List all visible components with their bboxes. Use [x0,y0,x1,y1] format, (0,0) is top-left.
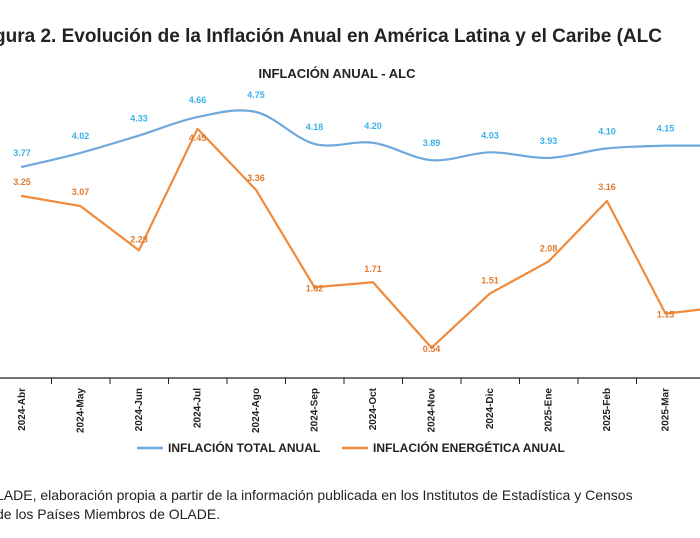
data-label-total: 4.33 [130,114,148,124]
series-line-total [20,109,700,168]
data-label-energy: 2.28 [130,234,148,244]
legend-label-total: INFLACIÓN TOTAL ANUAL [168,440,320,455]
x-tick-label: 2024-Oct [368,387,379,430]
legend: INFLACIÓN TOTAL ANUAL INFLACIÓN ENERGÉTIC… [137,440,565,455]
data-label-energy: 1.51 [481,275,499,285]
data-label-total: 3.77 [13,148,31,158]
x-tick-label: 2024-Sep [310,388,321,432]
x-tick-label: 2024-Nov [427,388,438,433]
data-label-energy: 3.36 [247,173,265,183]
x-tick-label: 2025-Mar [661,388,672,431]
data-label-energy: 1.15 [657,310,675,320]
data-label-energy: 0.54 [423,344,441,354]
source-note: LADE, elaboración propia a partir de la … [0,486,700,524]
data-label-total: 4.75 [247,90,265,100]
x-tick-label: 2024-Ago [251,388,262,433]
data-label-total: 3.93 [540,136,558,146]
data-label-total: 4.20 [364,121,382,131]
data-label-total: 4.10 [598,126,616,136]
data-label-energy: 2.08 [540,244,558,254]
x-tick-label: 2024-Dic [485,388,496,430]
data-label-total: 4.18 [306,122,324,132]
x-tick-labels: 2024-Abr 2024-May 2024-Jun 2024-Jul 2024-Ago… [17,387,672,433]
source-line-1: LADE, elaboración propia a partir de la … [0,487,633,503]
line-chart: INFLACIÓN ANUAL - ALC 3.77 4.02 4.33 4.66 4.… [0,66,700,455]
series-line-energy [20,127,700,349]
data-label-energy: 3.16 [598,182,616,192]
chart-area: INFLACIÓN ANUAL - ALC 3.77 4.02 4.33 4.66 4.… [0,56,700,470]
data-label-energy: 4.45 [189,133,207,143]
chart-title: INFLACIÓN ANUAL - ALC [259,66,417,81]
data-label-total: 4.03 [481,130,499,140]
data-label-total: 4.15 [657,124,675,134]
x-tick-label: 2025-Feb [602,388,613,431]
data-label-energy: 1.71 [364,264,382,274]
x-tick-label: 2024-Jul [193,388,204,428]
x-tick-label: 2024-May [76,388,87,433]
x-tick-label: 2024-Abr [17,388,28,431]
data-label-energy: 3.25 [13,177,31,187]
x-axis [0,377,700,384]
data-label-total: 4.66 [189,95,207,105]
data-label-energy: 1.62 [306,283,324,293]
source-line-2: de los Países Miembros de OLADE. [0,506,221,522]
series-lines [20,109,700,349]
data-labels: 3.77 4.02 4.33 4.66 4.75 4.18 4.20 3.89 4.03 3.93… [13,90,674,354]
x-tick-label: 2024-Jun [134,388,145,431]
data-label-total: 4.02 [72,131,90,141]
legend-label-energy: INFLACIÓN ENERGÉTICA ANUAL [373,440,565,455]
figure-title: gura 2. Evolución de la Inflación Anual … [0,26,662,47]
data-label-energy: 3.07 [72,187,90,197]
x-tick-label: 2025-Ene [544,388,555,432]
data-label-total: 3.89 [423,138,441,148]
